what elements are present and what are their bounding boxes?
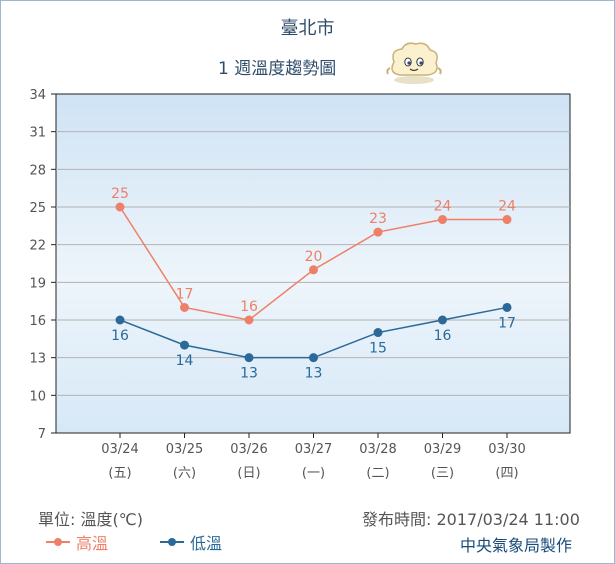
data-point (244, 315, 254, 325)
y-tick-label: 34 (29, 88, 46, 103)
data-label: 13 (305, 366, 323, 382)
x-weekday-label: (一) (302, 466, 325, 481)
data-label: 16 (111, 328, 129, 344)
data-label: 25 (111, 186, 129, 202)
x-weekday-label: (三) (431, 466, 454, 481)
y-tick-label: 13 (29, 352, 46, 367)
x-tick-label: 03/28 (359, 442, 396, 457)
data-label: 13 (240, 366, 258, 382)
data-point (309, 265, 318, 275)
y-tick-label: 16 (29, 314, 46, 329)
legend-low[interactable]: 低溫 (160, 530, 222, 554)
data-label: 14 (176, 353, 194, 369)
data-label: 24 (434, 199, 452, 215)
data-point (309, 353, 318, 363)
x-weekday-label: (四) (495, 466, 518, 481)
y-tick-label: 7 (38, 427, 46, 442)
data-point (438, 215, 447, 225)
chart-title: 臺北市 (280, 18, 335, 39)
data-label: 15 (369, 341, 387, 357)
data-point (502, 302, 512, 312)
data-label: 16 (240, 299, 258, 315)
legend-low-label: 低溫 (190, 534, 223, 553)
x-weekday-label: (二) (366, 466, 389, 481)
temperature-chart: 7 10 13 16 19 22 25 28 31 34 03/24 (五) 03/25 (六) 03/26… (29, 88, 571, 481)
x-weekday-label: (五) (108, 466, 131, 481)
y-tick-label: 25 (29, 201, 46, 216)
data-point (438, 315, 447, 325)
plot-area (55, 93, 571, 434)
data-label: 20 (305, 249, 323, 265)
x-weekday-label: (日) (237, 466, 260, 481)
y-tick-label: 10 (29, 389, 46, 404)
legend-high-marker (46, 538, 70, 546)
x-tick-label: 03/25 (166, 442, 203, 457)
data-label: 23 (369, 211, 387, 227)
x-tick-label: 03/27 (295, 442, 332, 457)
data-point (373, 227, 383, 237)
data-point (180, 340, 189, 350)
cloud-mascot-icon (386, 42, 442, 84)
x-tick-label: 03/26 (230, 442, 267, 457)
unit-label: 單位: 溫度(℃) (38, 510, 143, 529)
data-point (115, 315, 125, 325)
data-label: 17 (498, 315, 516, 331)
data-point (244, 353, 254, 363)
y-tick-label: 31 (29, 126, 46, 141)
legend-low-marker (160, 538, 184, 546)
data-point (373, 328, 383, 338)
agency-label: 中央氣象局製作 (460, 536, 573, 555)
data-label: 16 (434, 328, 452, 344)
chart-subtitle: 1 週溫度趨勢圖 (218, 59, 337, 79)
y-tick-label: 28 (29, 163, 46, 178)
data-point (502, 215, 512, 225)
data-point (115, 202, 125, 212)
issued-time: 發布時間: 2017/03/24 11:00 (362, 510, 580, 529)
legend-high-label: 高溫 (76, 534, 109, 553)
x-tick-label: 03/30 (488, 442, 525, 457)
legend-high[interactable]: 高溫 (46, 530, 108, 554)
data-point (180, 302, 189, 312)
x-tick-label: 03/29 (424, 442, 461, 457)
x-tick-label: 03/24 (101, 442, 138, 457)
y-tick-label: 22 (29, 239, 46, 254)
y-tick-label: 19 (29, 276, 46, 291)
data-label: 24 (498, 199, 516, 215)
x-weekday-label: (六) (173, 466, 196, 481)
data-label: 17 (176, 286, 194, 302)
